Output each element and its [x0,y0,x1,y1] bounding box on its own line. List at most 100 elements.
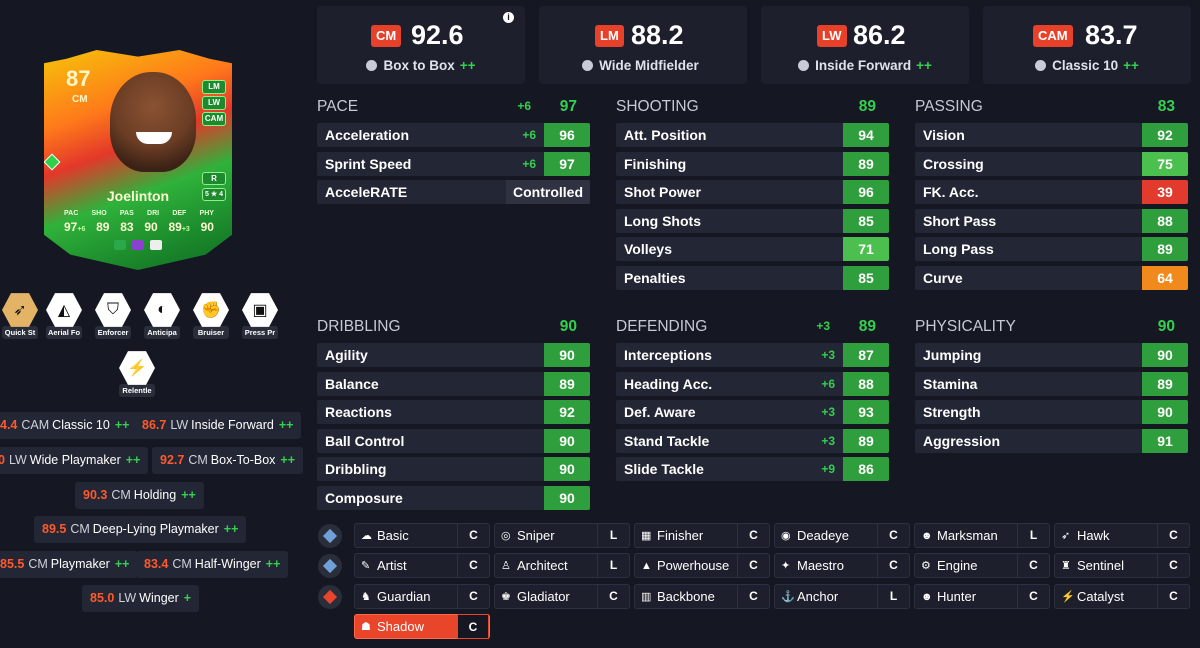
role-plus: ++ [278,418,294,432]
playstyle-anticipa[interactable]: ◐ Anticipa [140,292,184,339]
stat-header-defending: DEFENDING +3 89 [616,318,876,338]
stat-row: Ball Control 90 [317,428,590,453]
chem-style-name: Powerhouse [657,558,730,573]
top-role-badge: CM [371,25,402,47]
stat-row: Curve 64 [915,266,1188,290]
card-flags [114,240,162,250]
stat-boost: +3 [821,348,835,362]
chem-style-level: L [597,523,629,548]
role-chip[interactable]: 86.7 LW Inside Forward ++ [134,412,302,439]
alt-position-1: LM [202,80,226,94]
stat-group-total: 89 [858,318,876,335]
stat-row: Long Shots 85 [616,208,889,233]
chem-style-basic[interactable]: ☁ Basic C [354,523,490,548]
role-name: Inside Forward [191,418,274,432]
chem-style-name: Sentinel [1077,558,1124,573]
stat-group-title: DEFENDING [616,318,708,335]
stat-boost: +3 [181,226,190,233]
stat-value: 89 [843,151,889,176]
role-chip[interactable]: 85.0 LW Winger + [82,585,200,612]
stat-name: Composure [325,490,403,506]
stat-value: 71 [843,237,889,262]
chem-style-hunter[interactable]: ☻ Hunter C [914,584,1050,609]
stat-row: AcceleRATE Controlled [317,180,590,205]
chem-style-name: Hawk [1077,528,1110,543]
chem-style-name: Maestro [797,558,844,573]
role-chip[interactable]: 4.4 CAM Classic 10 ++ [0,412,138,439]
stat-group-boost: +6 [517,99,531,113]
chem-style-guardian[interactable]: ♞ Guardian C [354,584,490,609]
nation-flag-icon [114,240,126,250]
chem-style-anchor[interactable]: ⚓ Anchor L [774,584,910,609]
role-rating: 4.4 [0,418,18,432]
stat-label: PAS [119,210,134,217]
top-role-value: 83.7 [1085,20,1138,50]
stat-row: Long Pass 89 [915,237,1188,262]
top-role-name: Box to Box [383,58,455,73]
chem-style-maestro[interactable]: ✦ Maestro C [774,553,910,578]
chem-style-finisher[interactable]: ▦ Finisher C [634,523,770,548]
tier-diamond-icon [322,558,338,574]
chem-style-name: Catalyst [1077,589,1124,604]
top-role-box[interactable]: LW 86.2 Inside Forward ++ [761,6,969,84]
stat-group-title: PACE [317,98,359,115]
stat-value: 85 [843,208,889,233]
chem-style-deadeye[interactable]: ◉ Deadeye C [774,523,910,548]
playstyle-bruiser[interactable]: ✊ Bruiser [189,292,233,339]
chem-style-engine[interactable]: ⚙ Engine C [914,553,1050,578]
role-chip[interactable]: 0 LW Wide Playmaker ++ [0,447,149,474]
player-card[interactable]: 87 CM LM LW CAM R 5 ★ 4 Joelinton PAC SH… [44,50,232,270]
chem-style-sentinel[interactable]: ♜ Sentinel C [1054,553,1190,578]
stat-name: Def. Aware [624,404,696,421]
chem-style-architect[interactable]: ♙ Architect L [494,553,630,578]
chem-style-name: Backbone [657,589,715,604]
role-rating: 85.0 [90,591,115,605]
role-position: CM [28,557,48,571]
chem-style-icon: ♚ [501,591,511,603]
playstyle-label: Bruiser [193,326,229,339]
role-rating: 83.4 [144,557,169,571]
chem-style-artist[interactable]: ✎ Artist C [354,553,490,578]
chem-style-level: L [877,584,909,609]
chem-style-gladiator[interactable]: ♚ Gladiator C [494,584,630,609]
stat-value: 90 [1142,400,1188,425]
info-icon[interactable]: i [503,12,514,23]
stat-row: Heading Acc. +6 88 [616,371,889,396]
top-role-box[interactable]: CM 92.6 Box to Box ++ [317,6,525,84]
stat-row: FK. Acc. 39 [915,180,1188,205]
role-chip[interactable]: 89.5 CM Deep-Lying Playmaker ++ [34,516,247,543]
alt-position-3: CAM [202,112,226,126]
role-chip[interactable]: 92.7 CM Box-To-Box ++ [152,447,304,474]
chem-style-shadow[interactable]: ☗ Shadow C [354,614,490,639]
stat-name: Heading Acc. [624,375,713,392]
chem-style-backbone[interactable]: ▥ Backbone C [634,584,770,609]
chem-style-catalyst[interactable]: ⚡ Catalyst C [1054,584,1190,609]
top-role-box[interactable]: CAM 83.7 Classic 10 ++ [983,6,1191,84]
chem-style-name: Basic [377,528,409,543]
role-chip[interactable]: 85.5 CM Playmaker ++ [0,551,138,578]
top-role-box[interactable]: LM 88.2 Wide Midfielder [539,6,747,84]
chem-style-marksman[interactable]: ☻ Marksman L [914,523,1050,548]
chem-style-hawk[interactable]: ➶ Hawk C [1054,523,1190,548]
playstyle-enforcer[interactable]: ⛉ Enforcer [91,292,135,339]
playstyle-quick-st[interactable]: ➶ Quick St [0,292,42,339]
playstyle-aerial-fo[interactable]: ◭ Aerial Fo [42,292,86,339]
role-chip[interactable]: 90.3 CM Holding ++ [75,482,204,509]
playstyle-press-pr[interactable]: ▣ Press Pr [238,292,282,339]
top-role-value: 88.2 [631,20,684,50]
stat-name: Dribbling [325,461,387,478]
playstyle-relentle[interactable]: ⚡ Relentle [115,350,159,397]
chem-style-sniper[interactable]: ◎ Sniper L [494,523,630,548]
stat-row: Strength 90 [915,400,1188,425]
chem-style-icon: ☗ [361,621,371,633]
tier-indicator-icon [318,554,342,578]
top-role-badge: LM [595,25,624,47]
stat-row: Crossing 75 [915,151,1188,176]
chem-style-name: Sniper [517,528,555,543]
role-chip[interactable]: 83.4 CM Half-Winger ++ [136,551,289,578]
chem-style-powerhouse[interactable]: ▲ Powerhouse C [634,553,770,578]
stat-name: Jumping [923,347,982,363]
stat-value: 83 [120,220,134,234]
top-role-value: 92.6 [411,20,464,50]
stat-name: Slide Tackle [624,461,704,478]
